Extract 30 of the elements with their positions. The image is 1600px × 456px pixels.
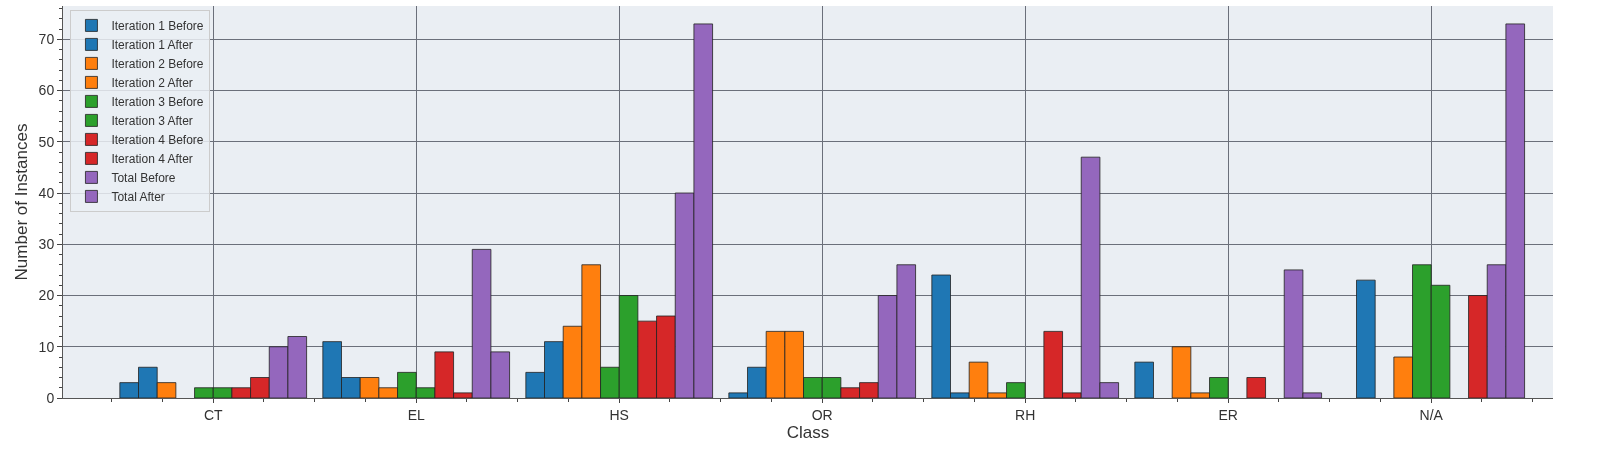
y-tick-label: 60	[38, 82, 55, 99]
y-tick-label: 20	[38, 287, 55, 304]
y-tick-label: 0	[46, 389, 55, 406]
y-tick-label: 10	[38, 338, 55, 355]
x-tick-label: N/A	[1419, 406, 1444, 423]
y-axis-title: Number of Instances	[12, 123, 32, 281]
bar	[1246, 377, 1266, 398]
x-tick-label: EL	[407, 406, 425, 423]
legend-label: Iteration 3 After	[111, 114, 193, 129]
legend-label: Total After	[111, 190, 165, 205]
x-tick-label: HS	[609, 406, 629, 423]
bar	[1134, 361, 1154, 398]
legend-label: Iteration 2 Before	[111, 57, 204, 72]
legend-label: Iteration 4 After	[111, 152, 193, 167]
bar	[1356, 279, 1376, 398]
x-tick-label: CT	[203, 406, 223, 423]
y-tick-label: 70	[38, 31, 55, 48]
y-tick-label: 30	[38, 236, 55, 253]
legend-label: Total Before	[111, 171, 176, 186]
x-axis-title: Class	[786, 423, 830, 443]
x-tick-label: ER	[1218, 406, 1238, 423]
legend-label: Iteration 3 Before	[111, 95, 204, 110]
x-tick-label: RH	[1015, 406, 1036, 423]
y-tick-label: 50	[38, 133, 55, 150]
legend-label: Iteration 2 After	[111, 76, 193, 91]
legend-label: Iteration 1 Before	[111, 19, 204, 34]
y-tick-label: 40	[38, 184, 55, 201]
x-tick-label: OR	[811, 406, 833, 423]
legend-label: Iteration 1 After	[111, 38, 193, 53]
legend-label: Iteration 4 Before	[111, 133, 204, 148]
